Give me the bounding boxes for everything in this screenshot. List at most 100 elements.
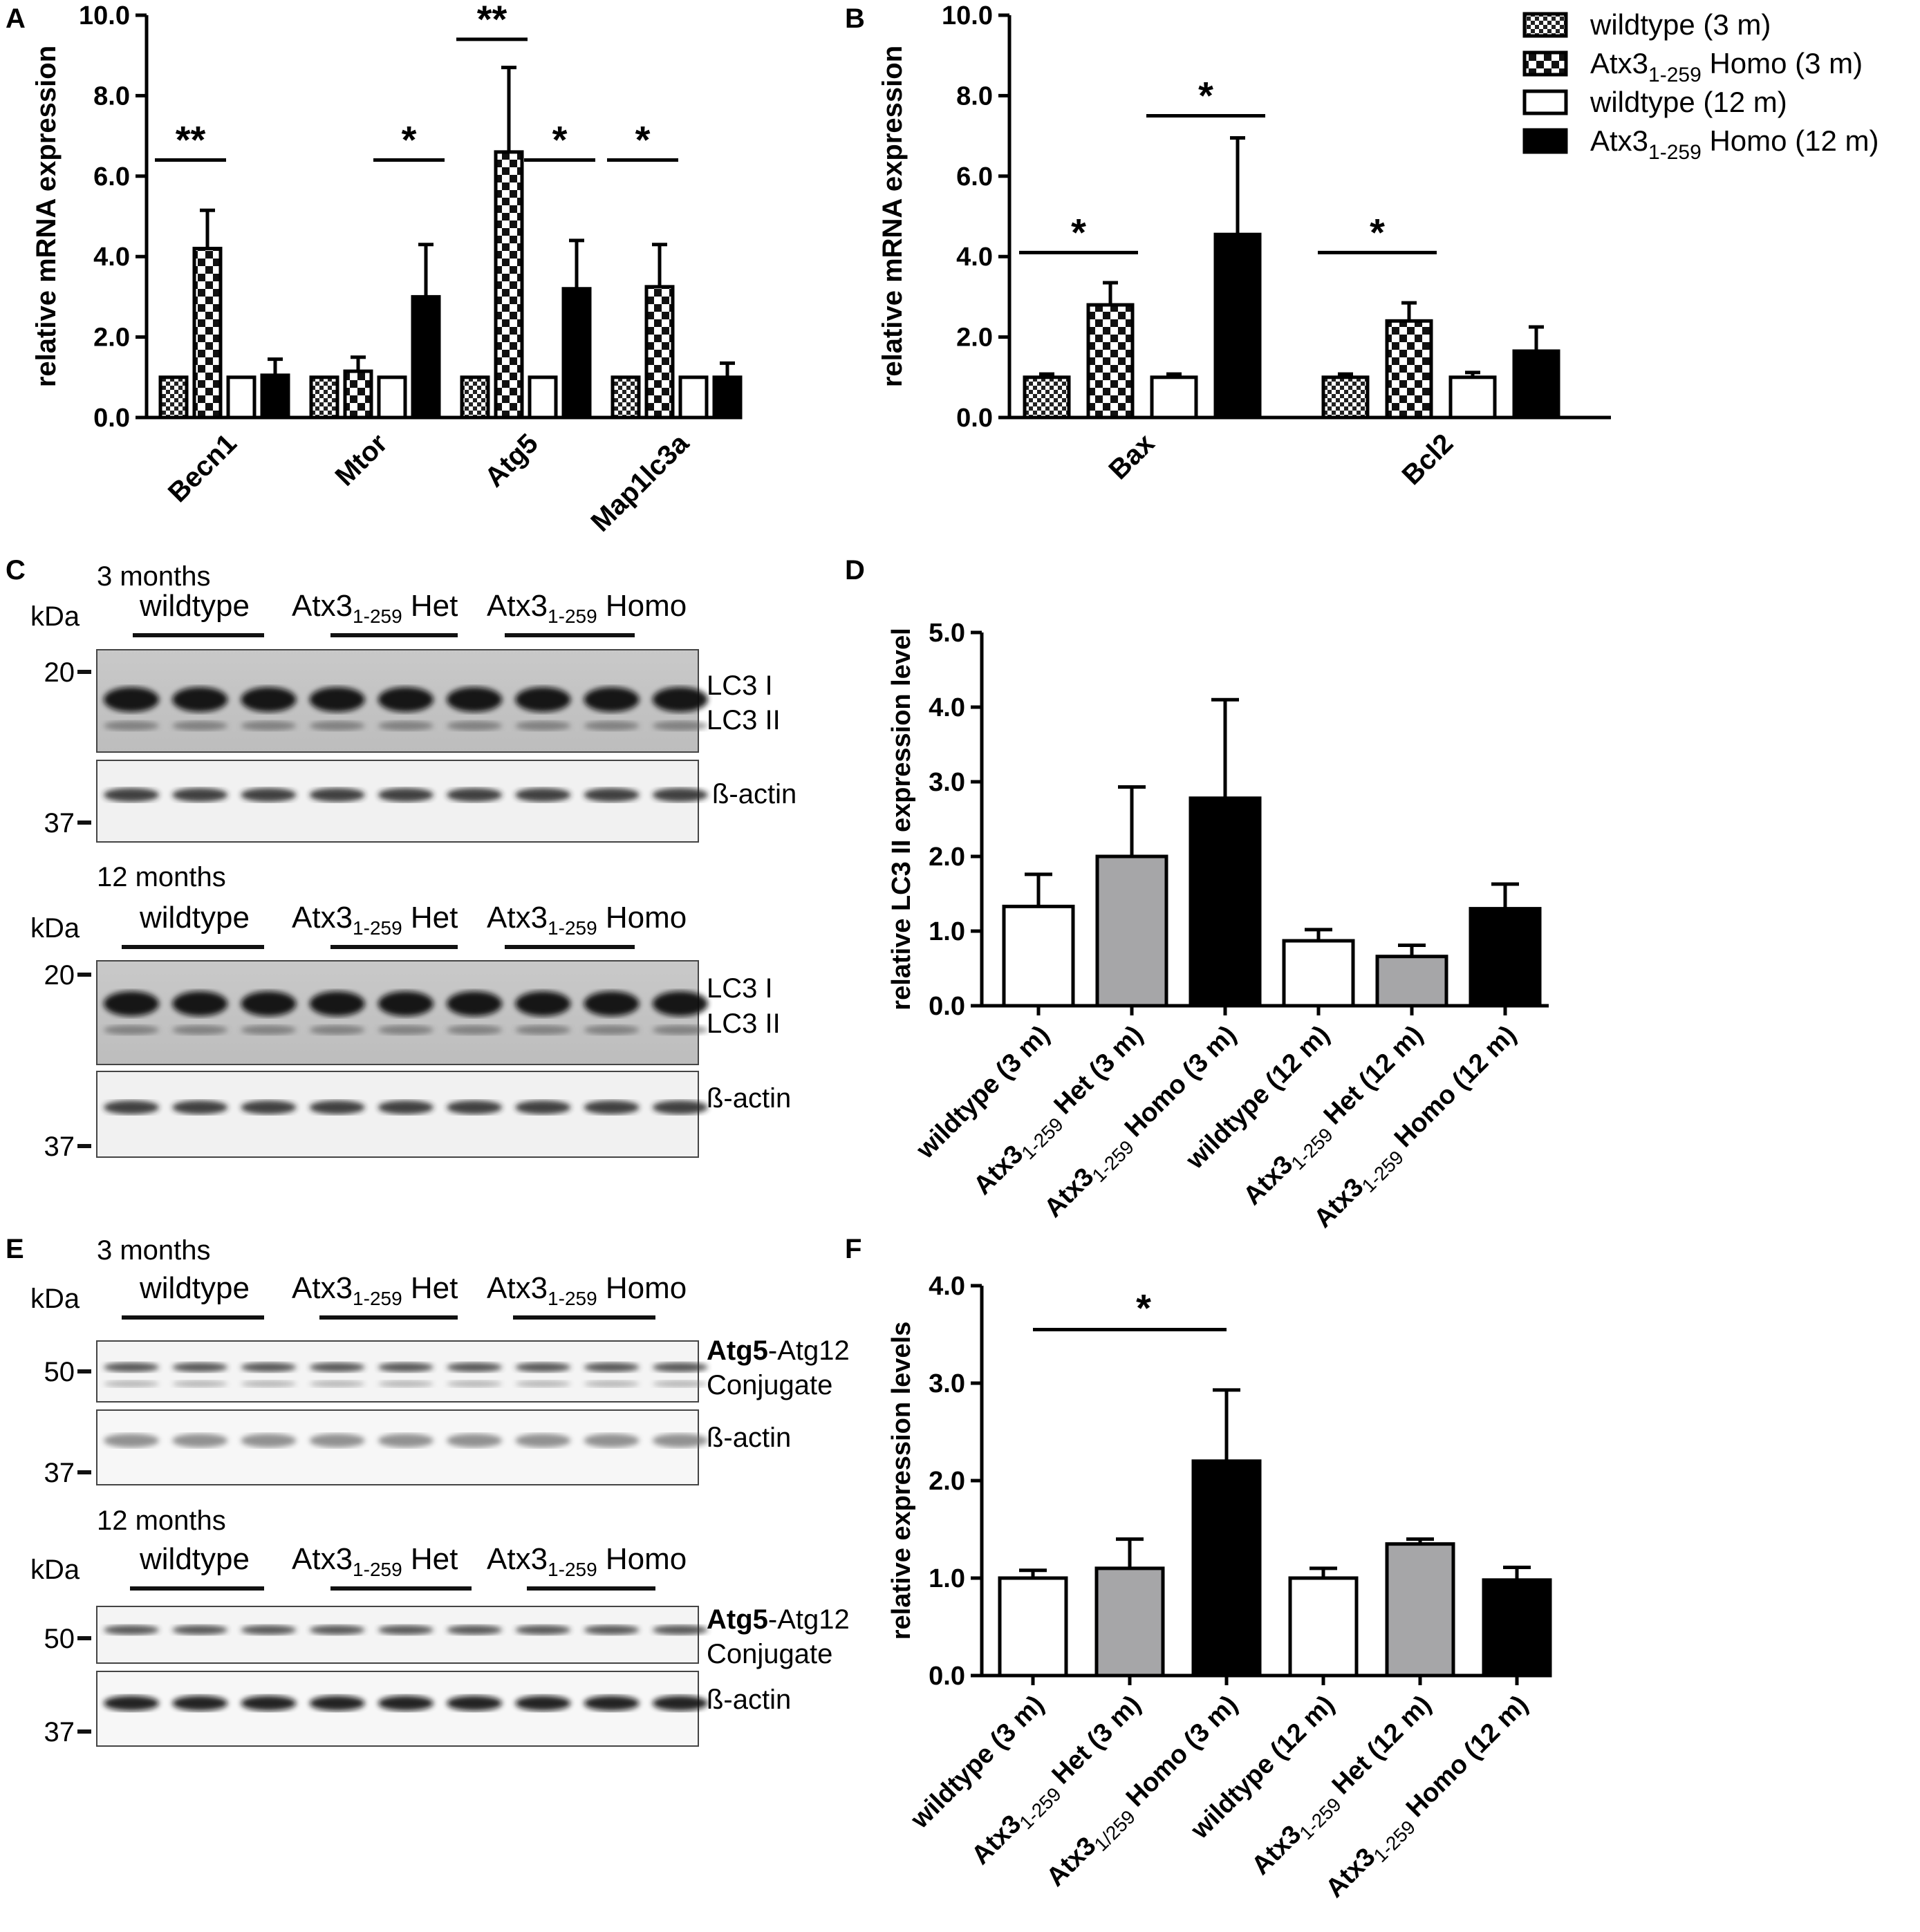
kda-label: kDa [30,1555,80,1585]
blot-band [309,1696,365,1711]
legend-text: wildtype (3 m) [1590,8,1771,41]
label-text: Atx3 [292,1271,353,1305]
y-tick-label: 10.0 [942,1,993,30]
y-tick-label: 8.0 [956,82,993,111]
group-label-atx3: Atx31-259 Het [292,1271,458,1309]
label-text: Atx3 [292,1542,353,1576]
label-text: Atx3 [292,589,353,623]
blot-band [515,788,571,802]
blot-band [378,1696,434,1711]
x-tick-label: Map1lc3a [585,428,695,538]
blot-band [309,721,365,731]
blot-band [309,1625,365,1635]
label-subscript: 1-259 [548,606,597,627]
significance-marker: * [635,118,651,162]
blot-band [241,1362,297,1372]
blot-band [378,687,434,712]
blot-band [584,687,640,712]
band-label-beta-actin: ß-actin [712,779,796,809]
bar [611,375,641,420]
blot-band [378,991,434,1016]
blot-membrane [96,1071,699,1158]
blot-band [172,991,228,1016]
y-tick-label: 6.0 [93,162,130,191]
legend-label: Atx31-259 Homo (3 m) [1590,47,1863,86]
blot-band [652,1696,708,1711]
label-text: Het [402,1271,458,1305]
blot-band [104,788,159,802]
blot-band [241,721,297,731]
y-tick-label: 0.0 [93,404,130,433]
significance-marker: * [1198,74,1213,118]
age-label: 3 months [97,561,211,592]
blot-band [104,1434,159,1447]
y-tick-label: 5.0 [929,619,965,648]
blot-band [241,1380,297,1387]
band-label-lc3-i: LC3 I [707,973,773,1004]
y-tick-label: 0.0 [929,1662,965,1691]
blot-band [584,1380,640,1387]
chart-d: 0.0 1.0 2.0 3.0 4.0 5.0 relative LC3 II expres… [887,619,1549,1237]
bar [460,375,490,420]
y-tick-label: 1.0 [929,917,965,946]
legend-subscript: 1-259 [1648,141,1702,164]
mw-marker-label: 20 [44,657,75,688]
blot-band [241,788,297,802]
x-tick-label: Atx31-259 Homo (12 m) [1321,1690,1538,1907]
bar [1282,939,1355,1008]
bar [1321,375,1370,420]
blot-band [241,1434,297,1447]
blot-band [104,1380,159,1387]
group-label-atx3: Atx31-259 Homo [487,589,687,627]
x-tick-label: Atx31-259 Het (3 m) [966,1690,1150,1874]
blot-band [447,721,503,731]
blot-band [447,1434,503,1447]
bar [561,287,592,420]
blot-band [652,991,708,1016]
blot-band [584,721,640,731]
y-tick-label: 1.0 [929,1564,965,1593]
significance-marker: ** [176,118,206,162]
label-subscript: 1-259 [548,1288,597,1309]
blot-band [652,1625,708,1635]
x-tick-label: Atx31-259 Het (12 m) [1238,1020,1432,1214]
bar [1023,375,1071,420]
legend-swatch [1522,12,1568,38]
group-label-atx3: Atx31-259 Het [292,901,458,939]
label-subscript: 1-259 [353,917,402,939]
bar [192,247,223,420]
legend-swatch [1522,50,1568,77]
blot-band [378,1100,434,1114]
kda-label: kDa [30,601,80,632]
label-text: Atx3 [487,1271,548,1305]
label-text: Atx3 [487,1542,548,1576]
label-subscript: 1-259 [353,1559,402,1580]
blot-membrane [96,1606,699,1664]
group-label-wildtype: wildtype [139,589,250,623]
x-tick-label: Atx31-259 Homo (12 m) [1309,1020,1526,1237]
bar [1448,375,1497,420]
label-subscript: 1-259 [353,1288,402,1309]
bar [1213,232,1262,420]
chart-a: 0.0 2.0 4.0 6.0 8.0 10.0 relative mRNA express… [31,0,743,538]
x-tick-label: Atx31-259 Het (12 m) [1246,1690,1440,1884]
panel-label-b: B [845,3,865,34]
blot-band [104,1025,159,1035]
band-label-lc3-i: LC3 I [707,670,773,701]
blot-band [447,1380,503,1387]
age-label: 12 months [97,862,226,892]
band-label-beta-actin: ß-actin [707,1423,791,1453]
blot-band [447,687,503,712]
significance-marker: * [1071,210,1086,254]
bar [644,285,675,420]
label-text: Atx3 [292,901,353,935]
x-tick-label: Atg5 [479,428,544,493]
bar [1086,303,1135,420]
group-label-atx3: Atx31-259 Het [292,589,458,627]
band-label-conjugate: Conjugate [707,1370,832,1400]
chart-b: 0.0 2.0 4.0 6.0 8.0 10.0 relative mRNA express… [877,1,1611,491]
blot-band [309,1025,365,1035]
blot-band [172,1380,228,1387]
blot-band [652,788,708,802]
label-subscript: 1-259 [548,1559,597,1580]
